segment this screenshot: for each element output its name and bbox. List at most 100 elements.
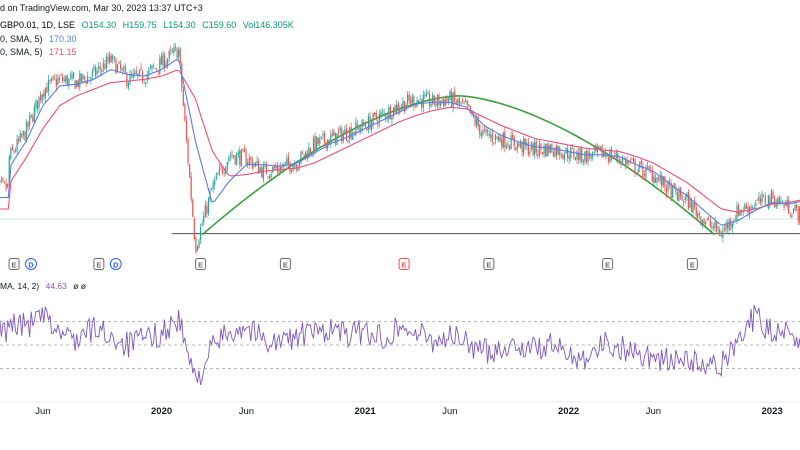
- candle-body: [287, 156, 290, 165]
- candle-body: [389, 106, 391, 119]
- candle-body: [645, 166, 647, 178]
- candle-body: [461, 100, 464, 102]
- candle-body: [83, 76, 86, 79]
- dividend-marker[interactable]: D: [25, 258, 38, 270]
- candle-body: [739, 209, 741, 216]
- rsi-value: 44.63: [45, 281, 67, 291]
- candle-body: [129, 73, 131, 85]
- earnings-marker[interactable]: E: [93, 258, 105, 270]
- event-markers[interactable]: EDEDEEEEEEE: [8, 258, 800, 270]
- candle-body: [701, 220, 704, 225]
- candle-body: [427, 93, 429, 95]
- candle-body: [494, 134, 497, 141]
- earnings-marker[interactable]: E: [195, 258, 207, 270]
- candle-body: [295, 164, 297, 170]
- candle-body: [716, 220, 718, 232]
- candle-body: [220, 166, 222, 168]
- ma-fast-line: [0, 58, 800, 226]
- candle-body: [610, 148, 613, 160]
- candle-body: [3, 181, 6, 183]
- earnings-marker[interactable]: E: [398, 258, 410, 270]
- candle-body: [432, 94, 434, 104]
- candle-body: [206, 205, 208, 214]
- candle-body: [667, 180, 669, 192]
- candle-body: [148, 69, 150, 76]
- candle-body: [441, 99, 443, 101]
- ma-slow-line: [0, 69, 800, 213]
- candle-body: [185, 120, 188, 141]
- candle-body: [559, 147, 561, 156]
- candle-body: [339, 127, 341, 132]
- earnings-marker[interactable]: E: [602, 258, 614, 270]
- candle-body: [52, 76, 54, 78]
- candle-body: [8, 156, 10, 184]
- ma-slow-legend[interactable]: 0, SMA, 5) 171.15: [0, 47, 81, 58]
- candle-body: [750, 206, 752, 209]
- candle-body: [705, 222, 707, 224]
- candle-body: [620, 161, 622, 165]
- candle-body: [454, 90, 456, 100]
- candle-body: [752, 206, 754, 209]
- candle-body: [657, 178, 660, 180]
- candle-body: [247, 162, 249, 165]
- candle-body: [317, 137, 319, 145]
- candle-body: [703, 219, 705, 225]
- candle-body: [353, 131, 355, 133]
- candle-body: [731, 223, 733, 229]
- candle-body: [785, 204, 787, 206]
- candle-body: [438, 94, 440, 106]
- candle-body: [157, 71, 159, 73]
- candle-body: [342, 133, 344, 141]
- candle-body: [372, 113, 374, 125]
- candle-body: [40, 94, 42, 101]
- earnings-marker[interactable]: E: [483, 258, 495, 270]
- candle-body: [159, 58, 161, 74]
- candle-body: [487, 130, 489, 133]
- candle-body: [795, 204, 798, 208]
- candle-body: [465, 101, 467, 103]
- candle-body: [408, 94, 410, 101]
- candle-body: [72, 72, 75, 79]
- event-label: E: [12, 261, 17, 270]
- candle-body: [394, 104, 396, 113]
- candle-body: [325, 142, 327, 149]
- candle-body: [414, 104, 417, 106]
- candle-body: [466, 100, 468, 106]
- candle-body: [109, 54, 111, 63]
- candle-body: [661, 175, 663, 187]
- candle-body: [767, 194, 769, 209]
- candle-body: [505, 145, 508, 148]
- candle-body: [367, 116, 370, 130]
- candle-body: [534, 142, 536, 155]
- candle-body: [651, 170, 653, 182]
- ma-fast-legend[interactable]: 0, SMA, 5) 170.30: [0, 34, 81, 45]
- candle-body: [670, 182, 672, 200]
- earnings-marker[interactable]: E: [279, 258, 291, 270]
- candle-body: [65, 76, 67, 82]
- candle-body: [240, 149, 242, 167]
- candle-body: [258, 160, 260, 174]
- candle-body: [134, 72, 136, 74]
- x-tick-label: 2023: [762, 406, 783, 417]
- rsi-legend[interactable]: MA, 14, 2) 44.63 ø ø: [0, 281, 90, 292]
- candle-body: [717, 229, 719, 231]
- candle-body: [184, 103, 186, 121]
- earnings-marker[interactable]: E: [8, 258, 20, 270]
- candlestick-series: [0, 43, 800, 255]
- x-tick-label: Jun: [239, 406, 254, 417]
- candle-body: [273, 166, 275, 169]
- earnings-marker[interactable]: E: [686, 258, 698, 270]
- candle-body: [521, 142, 523, 152]
- candle-body: [138, 69, 141, 76]
- candle-body: [632, 158, 635, 162]
- candle-body: [54, 77, 56, 79]
- candle-body: [344, 129, 346, 135]
- candle-body: [545, 144, 547, 157]
- dividend-marker[interactable]: D: [109, 258, 122, 270]
- candle-body: [601, 145, 603, 158]
- candle-body: [668, 181, 671, 185]
- candle-body: [237, 152, 239, 155]
- candle-body: [430, 104, 432, 106]
- candle-body: [681, 195, 683, 201]
